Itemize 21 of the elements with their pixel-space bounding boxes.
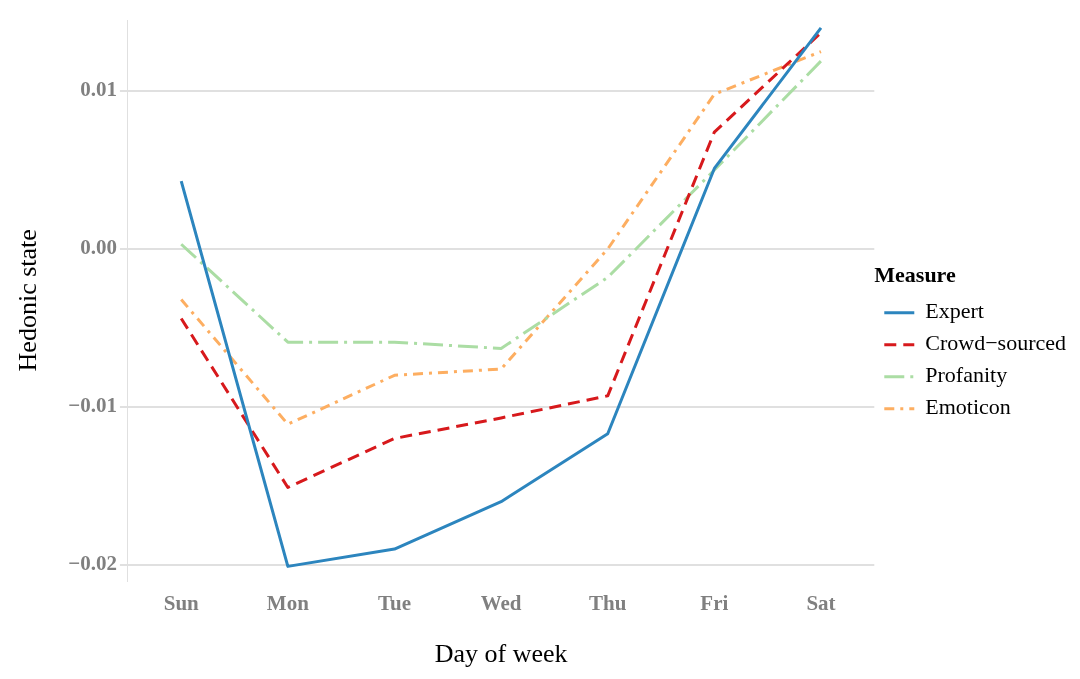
x-axis-title: Day of week — [434, 639, 568, 669]
y-axis-title: Hedonic state — [13, 229, 43, 372]
legend-title: Measure — [874, 261, 956, 287]
x-tick-label: Tue — [377, 590, 412, 615]
legend-label: Emoticon — [925, 394, 1011, 420]
line-series — [179, 59, 823, 350]
x-tick-label: Wed — [480, 590, 522, 615]
y-tick-label: 0.01 — [80, 77, 117, 102]
legend-label: Crowd−sourced — [925, 330, 1067, 356]
x-tick-label: Sun — [163, 590, 200, 615]
x-tick-label: Sat — [806, 590, 836, 615]
line-series — [179, 50, 823, 426]
legend-label: Expert — [925, 298, 984, 324]
x-tick-label: Mon — [266, 590, 310, 615]
x-tick-label: Fri — [700, 590, 729, 615]
y-tick-label: −0.01 — [68, 393, 117, 418]
legend-label: Profanity — [925, 362, 1008, 388]
x-tick-label: Thu — [589, 590, 627, 615]
y-tick-label: −0.02 — [68, 551, 117, 576]
line-series — [179, 31, 823, 489]
y-tick-label: 0.00 — [80, 235, 117, 260]
